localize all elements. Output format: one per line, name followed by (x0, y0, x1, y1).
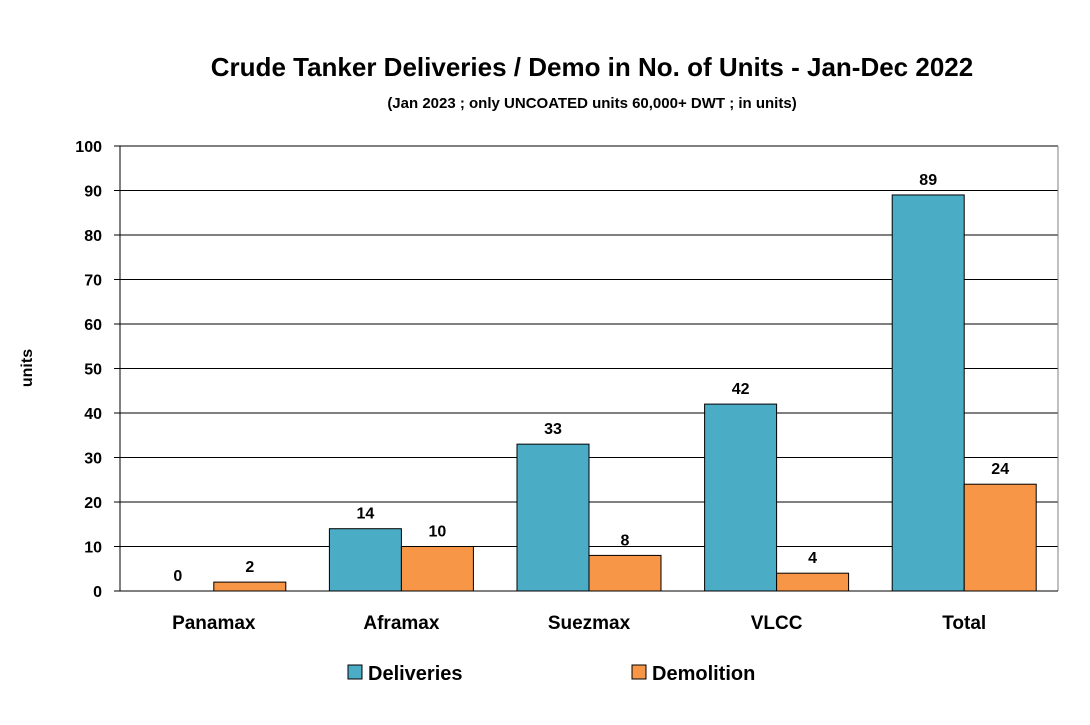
data-label: 33 (544, 421, 562, 438)
bar-demolition (213, 581, 287, 592)
bar-demolition (400, 546, 474, 592)
y-tick-label: 30 (84, 451, 102, 468)
bar-deliveries (516, 443, 590, 592)
y-tick-label: 90 (84, 184, 102, 201)
y-tick-label: 10 (84, 540, 102, 557)
legend-swatch-demolition (631, 664, 647, 680)
bar-deliveries (891, 194, 965, 592)
legend-label-demolition: Demolition (652, 663, 755, 685)
x-tick-label: Suezmax (548, 613, 631, 634)
x-tick-label: Total (942, 613, 986, 634)
data-label: 89 (919, 172, 937, 189)
data-label: 24 (991, 461, 1009, 478)
y-tick-label: 70 (84, 273, 102, 290)
bar-demolition (963, 483, 1037, 592)
chart-subtitle: (Jan 2023 ; only UNCOATED units 60,000+ … (387, 95, 797, 112)
y-tick-label: 20 (84, 495, 102, 512)
data-label: 0 (173, 568, 182, 585)
legend-swatch-deliveries (347, 664, 363, 680)
bars (213, 194, 1037, 592)
data-label: 8 (621, 532, 630, 549)
y-tick-label: 40 (84, 406, 102, 423)
bar-deliveries (704, 403, 778, 592)
x-tick-label: Aframax (363, 613, 439, 634)
labels: 02Panamax1410Aframax338Suezmax424VLCC892… (19, 172, 1009, 634)
bar-demolition (588, 554, 662, 592)
y-tick-label: 0 (93, 584, 102, 601)
legend-label-deliveries: Deliveries (368, 663, 463, 685)
legend: Deliveries Demolition (347, 663, 755, 685)
y-tick-label: 80 (84, 228, 102, 245)
data-label: 42 (732, 381, 750, 398)
data-label: 2 (245, 559, 254, 576)
y-tick-label: 60 (84, 317, 102, 334)
bar-deliveries (328, 528, 402, 592)
y-tick-label: 100 (75, 139, 102, 156)
x-tick-label: VLCC (751, 613, 803, 634)
chart-title: Crude Tanker Deliveries / Demo in No. of… (210, 52, 974, 82)
x-tick-label: Panamax (172, 613, 256, 634)
data-label: 10 (429, 524, 447, 541)
data-label: 14 (357, 506, 375, 523)
data-label: 4 (808, 550, 817, 567)
y-axis-label: units (19, 349, 36, 387)
y-tick-label: 50 (84, 362, 102, 379)
bar-demolition (776, 572, 850, 592)
